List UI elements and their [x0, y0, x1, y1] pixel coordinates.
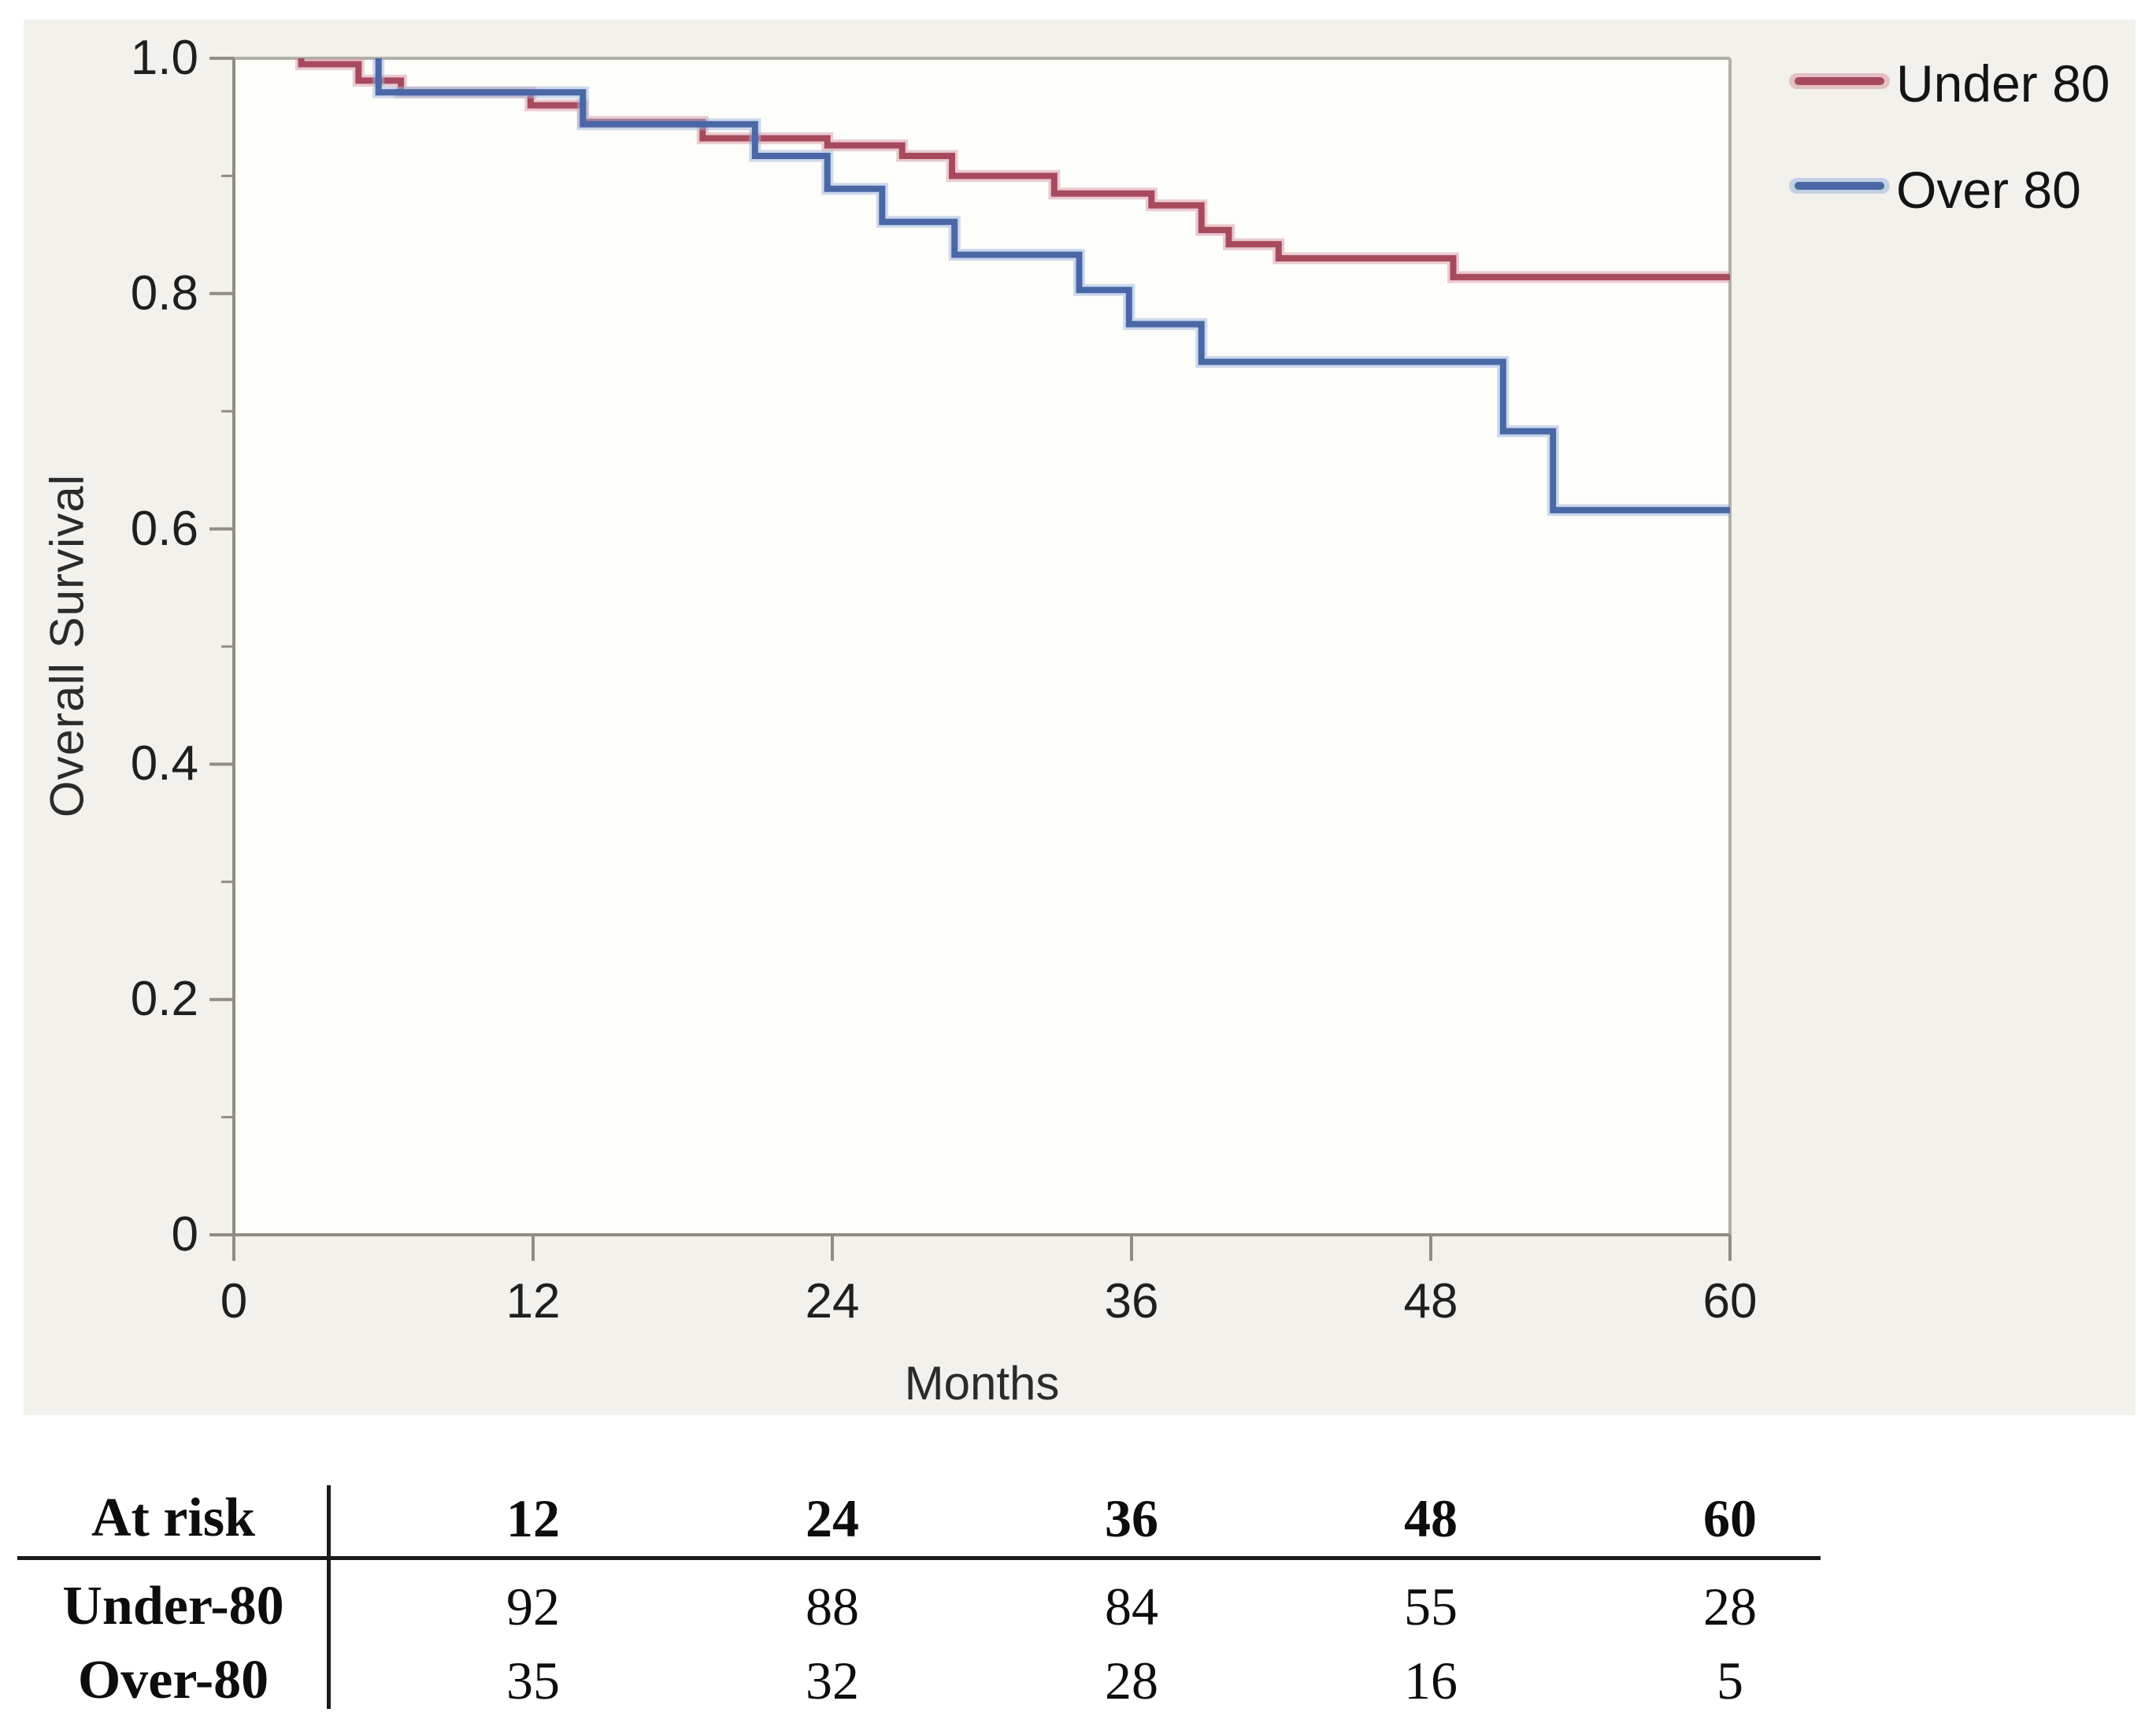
y-tick-label: 0.4 [130, 736, 198, 791]
x-tick-label: 60 [1702, 1274, 1758, 1329]
at-risk-count: 28 [1703, 1577, 1757, 1636]
at-risk-row-under-80: Under-80 92 88 84 55 28 [0, 1576, 2156, 1637]
table-vertical-rule [327, 1485, 331, 1709]
at-risk-header-row: At risk 12 24 36 48 60 [0, 1488, 2156, 1549]
x-tick-label: 0 [220, 1274, 248, 1329]
y-tick-label: 0.2 [130, 972, 198, 1027]
legend-label-over-80: Over 80 [1896, 161, 2081, 219]
row-label: Under-80 [62, 1576, 284, 1636]
at-risk-count: 35 [506, 1651, 560, 1710]
y-tick-label: 1.0 [130, 31, 198, 85]
x-tick-label: 12 [506, 1274, 561, 1329]
time-point: 48 [1404, 1488, 1458, 1548]
at-risk-row-over-80: Over-80 35 32 28 16 5 [0, 1650, 2156, 1711]
time-point: 12 [506, 1488, 560, 1548]
at-risk-corner-label: At risk [91, 1488, 256, 1548]
at-risk-count: 88 [806, 1577, 859, 1636]
time-point: 60 [1703, 1488, 1757, 1548]
x-tick-label: 24 [805, 1274, 860, 1329]
x-tick-label: 36 [1104, 1274, 1159, 1329]
time-point: 36 [1105, 1488, 1158, 1548]
at-risk-count: 28 [1105, 1651, 1158, 1710]
at-risk-count: 55 [1404, 1577, 1458, 1636]
row-label: Over-80 [77, 1650, 269, 1710]
at-risk-count: 5 [1717, 1651, 1743, 1710]
at-risk-count: 92 [506, 1577, 560, 1636]
y-tick-label: 0.6 [130, 501, 198, 556]
at-risk-count: 16 [1404, 1651, 1458, 1710]
x-tick-label: 48 [1403, 1274, 1458, 1329]
y-tick-label: 0.8 [130, 265, 198, 321]
y-tick-label: 0 [171, 1207, 198, 1262]
time-point: 24 [806, 1488, 859, 1548]
at-risk-count: 32 [806, 1651, 859, 1710]
x-axis-title: Months [904, 1357, 1060, 1410]
table-horizontal-rule [17, 1556, 1821, 1560]
at-risk-count: 84 [1105, 1577, 1158, 1636]
legend-label-under-80: Under 80 [1896, 54, 2110, 113]
